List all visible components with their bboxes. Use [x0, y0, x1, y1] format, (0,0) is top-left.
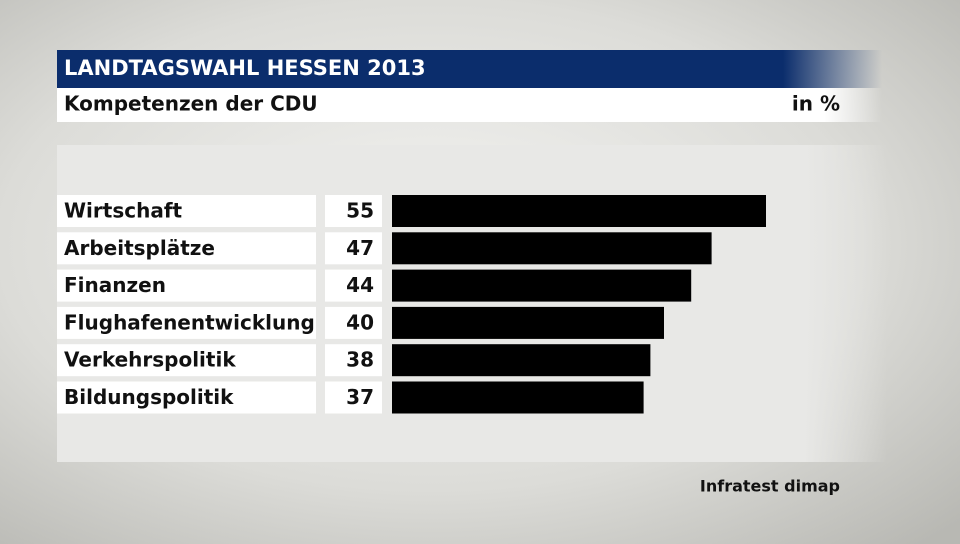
label-box: [57, 232, 316, 265]
value-label: 37: [346, 385, 374, 409]
value-label: 40: [346, 310, 374, 334]
value-box: [325, 381, 382, 414]
title-bar: [57, 50, 882, 88]
value-label: 38: [346, 348, 374, 372]
rows: Wirtschaft 55 Arbeitsplätze 47 Finanzen 44 Flu…: [57, 195, 766, 414]
category-label: Finanzen: [64, 273, 166, 297]
value-label: 44: [346, 273, 374, 297]
value-label: 47: [346, 236, 374, 260]
unit-label: in %: [792, 92, 840, 116]
label-box: [57, 381, 316, 414]
bar: [392, 232, 712, 265]
subtitle-bar: [57, 88, 882, 122]
bar: [392, 306, 664, 339]
value-box: [325, 232, 382, 265]
panel: [57, 145, 887, 462]
value-box: [325, 269, 382, 302]
value-box: [325, 344, 382, 377]
category-label: Flughafenentwicklung: [64, 310, 315, 334]
label-box: [57, 306, 316, 339]
label-box: [57, 269, 316, 302]
value-label: 55: [346, 199, 374, 223]
value-box: [325, 306, 382, 339]
category-label: Bildungspolitik: [64, 385, 234, 409]
bar: [392, 344, 651, 377]
bar: [392, 381, 644, 414]
chart-subtitle: Kompetenzen der CDU: [64, 92, 318, 116]
bar: [392, 269, 692, 302]
category-label: Wirtschaft: [64, 199, 183, 223]
category-label: Arbeitsplätze: [64, 236, 215, 260]
source: Infratest dimap: [700, 477, 840, 496]
category-label: Verkehrspolitik: [64, 348, 236, 372]
label-box: [57, 344, 316, 377]
bar: [392, 195, 766, 227]
label-box: [57, 195, 316, 227]
value-box: [325, 195, 382, 227]
chart-title: LANDTAGSWAHL HESSEN 2013: [64, 56, 426, 80]
